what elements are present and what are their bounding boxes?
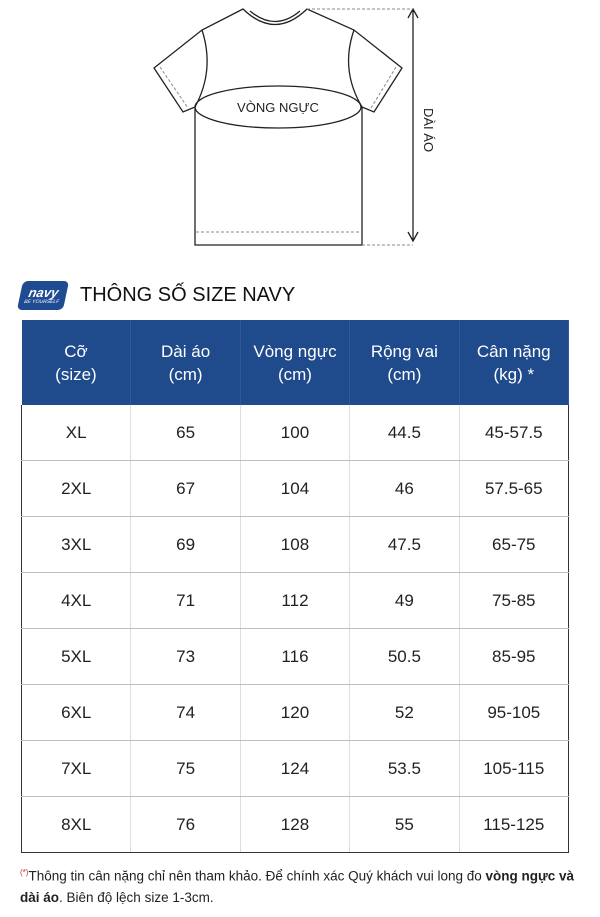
table-cell: 108 [240, 516, 351, 573]
table-cell: 73 [130, 628, 241, 685]
footnote: (*)Thông tin cân nặng chỉ nên tham khảo.… [20, 868, 575, 905]
table-cell: 95-105 [459, 684, 570, 741]
table-cell: 74 [130, 684, 241, 741]
table-cell: 3XL [20, 516, 132, 573]
table-cell: 75 [130, 740, 241, 797]
table-cell: 4XL [20, 572, 132, 629]
table-cell: 100 [240, 405, 351, 461]
table-cell: 7XL [20, 740, 132, 797]
column-header: Vòng ngực (cm) [240, 320, 351, 405]
table-cell: 53.5 [349, 740, 460, 797]
length-label: DÀI ÁO [421, 108, 436, 152]
table-cell: 115-125 [459, 796, 570, 853]
table-row: XL 65 100 44.5 45-57.5 [20, 405, 570, 461]
table-cell: 45-57.5 [459, 405, 570, 461]
table-cell: XL [20, 405, 132, 461]
table-cell: 55 [349, 796, 460, 853]
column-header: Cân nặng (kg) * [459, 320, 570, 405]
table-cell: 6XL [20, 684, 132, 741]
tshirt-outline [153, 8, 403, 246]
table-row: 7XL 75 124 53.5 105-115 [20, 740, 570, 797]
table-cell: 49 [349, 572, 460, 629]
table-cell: 112 [240, 572, 351, 629]
table-cell: 47.5 [349, 516, 460, 573]
table-cell: 44.5 [349, 405, 460, 461]
table-cell: 5XL [20, 628, 132, 685]
table-cell: 8XL [20, 796, 132, 853]
navy-logo: navy BE YOURSELF [16, 281, 70, 310]
size-table: Cỡ (size) Dài áo (cm) Vòng ngực (cm) Rộng vai(… [20, 320, 570, 853]
table-cell: 2XL [20, 460, 132, 517]
column-header: Rộng vai (cm) [349, 320, 460, 405]
table-cell: 52 [349, 684, 460, 741]
table-cell: 69 [130, 516, 241, 573]
brand-header: navy BE YOURSELF THÔNG SỐ SIZE NAVY [16, 281, 296, 310]
table-cell: 116 [240, 628, 351, 685]
column-header: Dài áo (cm) [130, 320, 241, 405]
table-row: 5XL 73 116 50.5 85-95 [20, 628, 570, 685]
chart-title: THÔNG SỐ SIZE NAVY [80, 284, 296, 306]
table-cell: 57.5-65 [459, 460, 570, 517]
table-cell: 75-85 [459, 572, 570, 629]
table-cell: 46 [349, 460, 460, 517]
table-cell: 71 [130, 572, 241, 629]
table-row: 3XL 69 108 47.5 65-75 [20, 516, 570, 573]
table-cell: 67 [130, 460, 241, 517]
tshirt-diagram: VÒNG NGỰC DÀI ÁO [153, 7, 436, 246]
table-row: 4XL 71 112 49 75-85 [20, 572, 570, 629]
table-cell: 104 [240, 460, 351, 517]
table-cell: 65-75 [459, 516, 570, 573]
table-cell: 65 [130, 405, 241, 461]
table-cell: 120 [240, 684, 351, 741]
table-row: 6XL 74 120 52 95-105 [20, 684, 570, 741]
chest-label: VÒNG NGỰC [237, 100, 319, 115]
table-row: 8XL 76 128 55 115-125 [20, 796, 570, 853]
table-cell: 124 [240, 740, 351, 797]
table-cell: 85-95 [459, 628, 570, 685]
table-cell: 128 [240, 796, 351, 853]
table-row: 2XL 67 104 46 57.5-65 [20, 460, 570, 517]
table-cell: 105-115 [459, 740, 570, 797]
table-cell: 76 [130, 796, 241, 853]
column-header: Cỡ (size) [21, 320, 132, 405]
table-cell: 50.5 [349, 628, 460, 685]
chest-ellipse [194, 85, 362, 129]
